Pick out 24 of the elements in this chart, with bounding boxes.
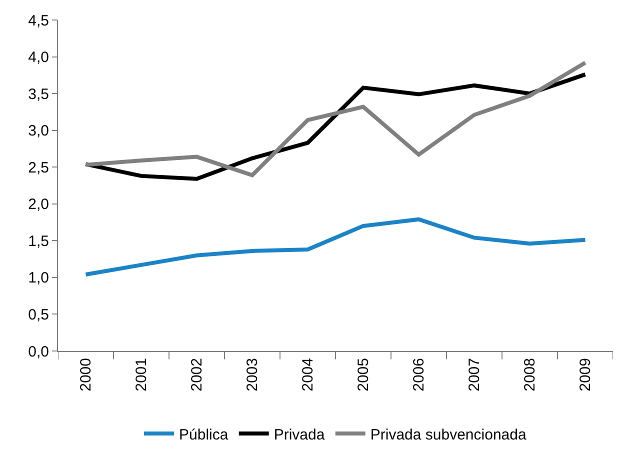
x-tick-label: 2002 [188, 358, 206, 392]
line-series [84, 217, 588, 276]
legend-label: Privada subvencionada [370, 426, 527, 444]
x-tick-label: 2007 [466, 358, 484, 392]
y-tick-label: 1,0 [28, 270, 49, 287]
y-tick-label: 2,5 [28, 159, 49, 176]
x-tick-label: 2001 [133, 358, 150, 392]
y-tick-label: 4,0 [28, 49, 49, 66]
y-tick-label: 0,5 [28, 306, 49, 324]
y-tick-label: 3,5 [28, 86, 49, 103]
y-tick-label: 2,0 [28, 196, 49, 214]
y-tick-label: 3,0 [28, 122, 49, 140]
legend-label: Pública [179, 426, 229, 444]
x-tick-label: 2009 [577, 358, 594, 392]
x-tick-label: 2000 [78, 358, 95, 392]
y-tick-label: 4,5 [28, 12, 49, 30]
y-tick-label: 0,0 [28, 343, 49, 360]
x-tick-label: 2006 [410, 358, 428, 392]
x-tick-label: 2003 [244, 358, 262, 392]
legend-label: Privada [274, 426, 326, 444]
x-tick-label: 2008 [522, 358, 539, 392]
x-tick-label: 2005 [355, 358, 372, 392]
x-tick-label: 2004 [300, 358, 317, 392]
y-tick-label: 1,5 [28, 232, 49, 250]
